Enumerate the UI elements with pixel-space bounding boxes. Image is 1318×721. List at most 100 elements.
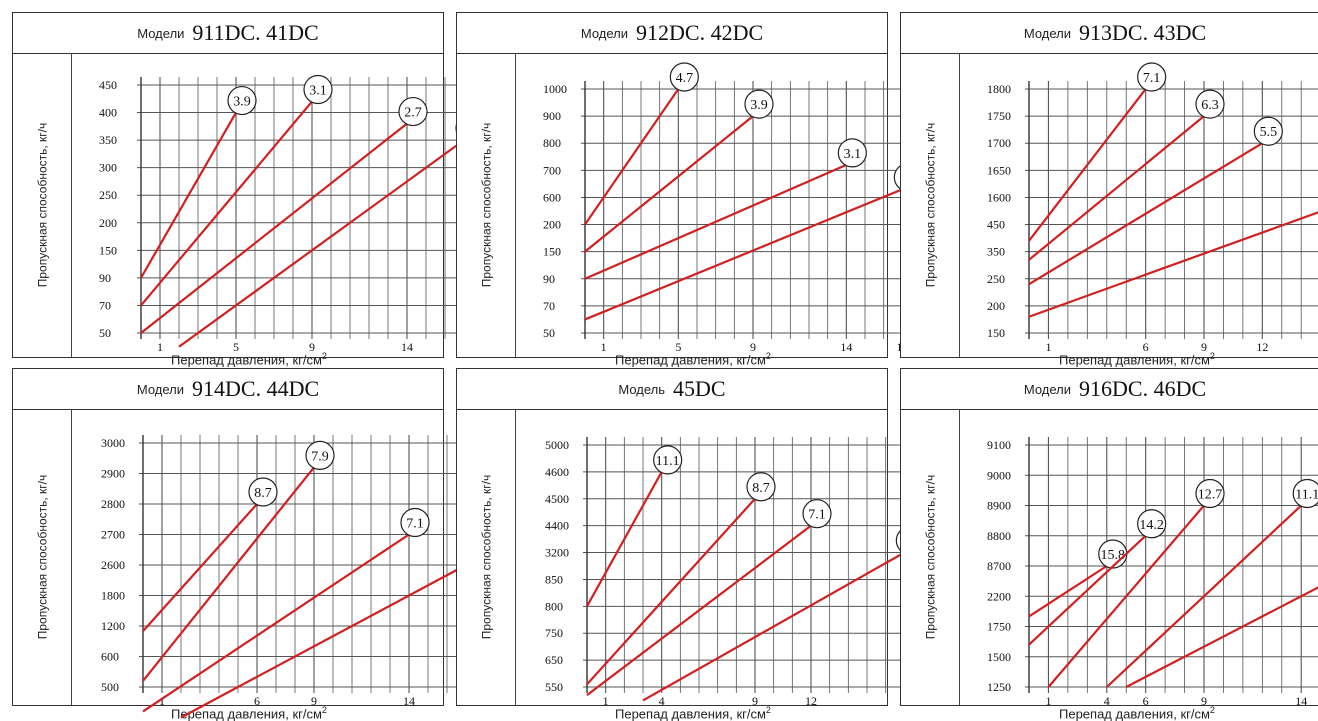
x-tick-label: 9: [1201, 340, 1207, 354]
y-tick-label: 200: [99, 216, 117, 230]
series-line: [1106, 504, 1302, 688]
series-line: [142, 503, 258, 632]
series-label-circle: [400, 507, 430, 538]
series-line: [586, 498, 756, 686]
y-tick-label: 8700: [987, 559, 1011, 573]
series-label: 3.1: [844, 147, 862, 162]
y-tick-label: 200: [987, 299, 1005, 313]
series-label: 8.7: [752, 481, 770, 496]
y-tick-label: 1200: [101, 619, 125, 633]
series-label: 7.1: [808, 508, 826, 523]
x-axis-label: Перепад давления, кг/см2: [171, 351, 327, 367]
x-tick-label: 5: [675, 340, 681, 354]
chart-panel: Модели 911DC. 41DC Пропускная способность,…: [12, 12, 485, 367]
x-tick-label: 1: [601, 340, 607, 354]
x-axis-label-text: Перепад давления, кг/см: [1059, 352, 1210, 368]
y-tick-label: 850: [545, 572, 563, 586]
panel-title-label: Модель: [618, 381, 666, 397]
panel-title-label: Модели: [1023, 381, 1072, 397]
x-axis-label-text: Перепад давления, кг/см: [615, 706, 766, 721]
y-axis-label: Пропускная способность, кг/ч: [27, 53, 57, 357]
series-label: 3.1: [309, 84, 327, 99]
y-tick-label: 600: [543, 190, 561, 204]
y-tick-label: 1800: [101, 589, 125, 603]
y-tick-label: 9000: [987, 468, 1011, 482]
series-label-circle: [227, 85, 257, 116]
y-tick-label: 300: [99, 161, 117, 175]
x-tick-label: 6: [254, 694, 260, 708]
panel-title-label: Модели: [580, 25, 629, 41]
series-label-circle: [669, 62, 699, 92]
x-tick-label: 9: [311, 694, 317, 708]
series-line: [1028, 211, 1318, 318]
x-tick-label: 9: [752, 694, 758, 708]
y-tick-label: 150: [543, 245, 561, 259]
plot-area: 5006001200180026002700280029003000169141…: [101, 435, 487, 719]
series-label: 7.1: [406, 517, 424, 532]
y-tick-label: 900: [543, 109, 561, 123]
panel-title-label: Модели: [1023, 25, 1072, 41]
ylabel-separator: [71, 53, 72, 357]
x-tick-label: 14: [1295, 694, 1307, 708]
y-tick-label: 1650: [987, 163, 1011, 177]
series-label: 3.9: [750, 98, 768, 113]
x-tick-label: 1: [159, 694, 165, 708]
series-label: 2.7: [404, 106, 422, 121]
series-label: 7.9: [311, 449, 329, 464]
y-tick-label: 150: [99, 243, 117, 257]
y-tick-label: 750: [545, 626, 563, 640]
y-tick-label: 8900: [987, 499, 1011, 513]
series-label: 11.1: [656, 454, 680, 469]
panel-title: Модель 45DC: [457, 369, 887, 410]
x-tick-label: 6: [1143, 340, 1149, 354]
y-tick-label: 150: [987, 326, 1005, 340]
panel-title: Модели 916DC. 46DC: [901, 369, 1318, 410]
y-axis-label-text: Пропускная способность, кг/ч: [479, 474, 494, 640]
panel-title-label: Модели: [137, 25, 185, 41]
x-tick-label: 1: [157, 340, 163, 354]
chart-panel: Модели 914DC. 44DC Пропускная способность,…: [12, 368, 487, 721]
y-tick-label: 800: [543, 136, 561, 150]
panel-title-models: 45DC: [673, 376, 726, 401]
series-label: 11.1: [1295, 488, 1318, 503]
y-tick-label: 450: [99, 78, 117, 92]
x-axis-label-superscript: 2: [321, 705, 327, 715]
panel-title-models: 912DC. 42DC: [636, 20, 764, 45]
x-axis-label-superscript: 2: [765, 705, 771, 715]
x-tick-label: 6: [1143, 694, 1149, 708]
y-axis-label-text: Пропускная способность, кг/ч: [923, 474, 938, 640]
series-line: [180, 564, 467, 719]
plot-area: 50709015020025030035040045015914173.93.1…: [99, 74, 485, 354]
series-label-circle: [1292, 478, 1318, 509]
series-label: 3.9: [233, 95, 251, 110]
x-axis-label: Перепад давления, кг/см2: [171, 705, 327, 721]
y-tick-label: 650: [545, 653, 563, 667]
series-line: [1047, 504, 1205, 688]
x-axis-label-text: Перепад давления, кг/см: [171, 352, 322, 368]
y-axis-label: Пропускная способность, кг/ч: [915, 53, 945, 357]
x-axis-label-text: Перепад давления, кг/см: [171, 706, 322, 721]
x-tick-label: 1: [1045, 694, 1051, 708]
ylabel-separator: [959, 409, 960, 705]
y-tick-label: 1700: [987, 136, 1011, 150]
y-tick-label: 1250: [987, 680, 1011, 694]
y-axis-label: Пропускная способность, кг/ч: [471, 53, 501, 357]
series-line: [140, 122, 408, 334]
y-tick-label: 1750: [987, 109, 1011, 123]
y-axis-label: Пропускная способность, кг/ч: [471, 409, 501, 705]
series-label-circle: [802, 499, 832, 529]
plot-area: 150 200 250 350 450 1600 1650 1700 1750 1800 1 6 9 12…: [987, 62, 1318, 354]
x-axis-label-superscript: 2: [321, 351, 327, 361]
series-label-circle: [303, 74, 333, 105]
x-tick-label: 1: [1045, 340, 1051, 354]
x-axis-label: Перепад давления, кг/см2: [1059, 351, 1215, 367]
y-tick-label: 400: [99, 106, 117, 120]
chart-panel: Модель 45DC Пропускная способность, кг/ч Пе…: [456, 368, 925, 721]
panel-title: Модели 913DC. 43DC: [901, 13, 1318, 54]
panel-title-models: 914DC. 44DC: [192, 376, 320, 401]
series-label-circle: [1137, 62, 1167, 92]
y-tick-label: 1800: [987, 82, 1011, 96]
series-label: 6.3: [1201, 98, 1219, 113]
ylabel-separator: [515, 409, 516, 705]
y-tick-label: 1600: [987, 190, 1011, 204]
